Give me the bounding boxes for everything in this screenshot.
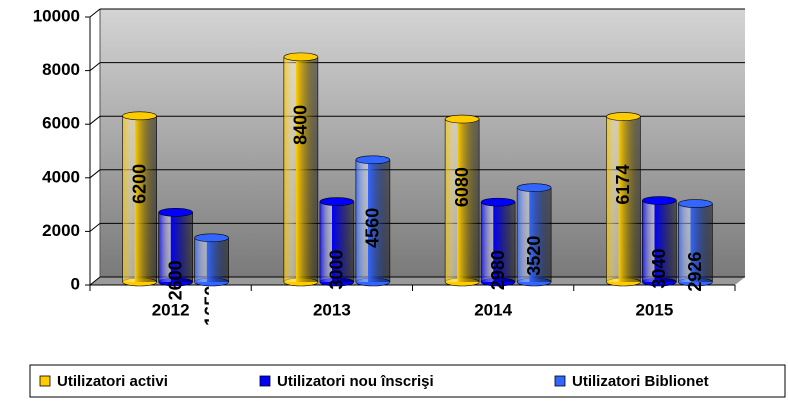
- cylinder-top: [606, 112, 641, 121]
- cylinder: [355, 155, 391, 287]
- y-tick-label: 6000: [42, 114, 80, 133]
- cylinder: [606, 112, 641, 287]
- grid-depth: [89, 8, 101, 18]
- data-label: 3040: [649, 249, 669, 289]
- y-tick-label: 10000: [33, 6, 80, 25]
- bar: [355, 159, 390, 282]
- cylinder-top: [319, 197, 355, 206]
- x-tick-label: 2014: [474, 300, 512, 319]
- cylinder: [516, 183, 552, 287]
- bar: [481, 202, 516, 282]
- y-tick-label: 0: [71, 274, 80, 293]
- cylinder: [122, 111, 157, 287]
- bar: [283, 56, 318, 282]
- cylinder-top: [194, 233, 229, 243]
- y-tick-label: 4000: [42, 167, 80, 186]
- legend-label: Utilizatori activi: [57, 373, 168, 390]
- cylinder-top: [480, 197, 516, 207]
- data-label: 4560: [363, 208, 383, 248]
- bar: [122, 115, 157, 282]
- data-label: 2926: [685, 252, 705, 292]
- cylinder: [158, 208, 193, 287]
- x-tick-label: 2015: [635, 300, 673, 319]
- grid-depth: [89, 223, 101, 232]
- cylinder-top: [516, 183, 552, 192]
- cylinder: [444, 114, 480, 287]
- data-label: 6174: [613, 165, 633, 205]
- x-tick-label: 2012: [152, 300, 190, 319]
- data-label: 2600: [165, 260, 185, 300]
- data-label: 2980: [488, 250, 508, 290]
- data-label: 8400: [291, 105, 311, 145]
- bar: [445, 119, 480, 282]
- bar: [319, 201, 354, 282]
- data-label: 6080: [452, 167, 472, 207]
- bar: [517, 187, 552, 282]
- grid-depth: [89, 115, 101, 125]
- cylinder-top: [283, 52, 319, 62]
- bar: [642, 200, 677, 282]
- data-label: 6200: [129, 164, 149, 204]
- bar: [606, 116, 641, 282]
- grid-depth: [89, 169, 101, 179]
- cylinder: [678, 199, 713, 287]
- cylinder: [319, 197, 355, 287]
- legend: [29, 364, 786, 398]
- x-tick-label: 2013: [313, 300, 351, 319]
- cylinder-top: [642, 196, 677, 205]
- grid-depth: [89, 62, 101, 71]
- data-label: 3520: [524, 236, 544, 276]
- legend-label: Utilizatori nou înscrişi: [277, 373, 434, 390]
- grid-depth: [89, 276, 101, 286]
- legend-label: Utilizatori Biblionet: [572, 373, 709, 390]
- cylinder: [194, 233, 229, 287]
- cylinder: [283, 52, 319, 287]
- legend-swatch: [259, 375, 271, 387]
- data-label: 3000: [327, 250, 347, 290]
- data-label: 1650: [201, 286, 221, 326]
- bar: [194, 237, 229, 282]
- cylinder-top: [122, 111, 157, 121]
- cylinder: [480, 197, 516, 287]
- cylinder-top: [355, 155, 391, 165]
- cylinder: [642, 196, 677, 287]
- cylinder-top: [678, 199, 713, 208]
- y-tick-label: 2000: [42, 221, 80, 240]
- bar: [678, 203, 713, 282]
- y-tick-label: 8000: [42, 60, 80, 79]
- floor: [90, 277, 745, 285]
- legend-swatch: [39, 375, 51, 387]
- cylinder-top: [444, 114, 480, 124]
- legend-swatch: [554, 375, 566, 387]
- bar: [158, 212, 193, 282]
- cylinder-top: [158, 208, 193, 217]
